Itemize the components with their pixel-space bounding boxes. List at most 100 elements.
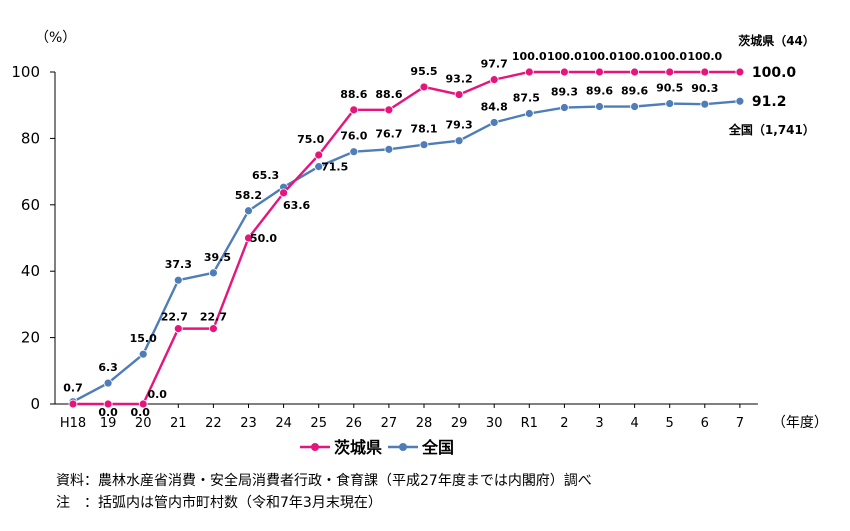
x-tick-label: 4 xyxy=(630,416,638,431)
data-point xyxy=(244,206,253,216)
x-tick-label: 3 xyxy=(595,416,603,431)
x-tick-label: 29 xyxy=(451,416,468,431)
data-point xyxy=(665,99,675,108)
data-point xyxy=(735,67,745,77)
y-tick-label: 0 xyxy=(30,395,40,413)
data-label: 88.6 xyxy=(375,88,402,101)
data-label: 90.3 xyxy=(691,82,718,95)
data-label: 100.0 xyxy=(512,50,547,63)
data-label: 78.1 xyxy=(410,123,437,136)
data-label: 100.0 xyxy=(547,50,582,63)
data-point xyxy=(349,105,359,115)
x-tick-label: 23 xyxy=(240,416,257,431)
x-tick-label: 27 xyxy=(381,416,398,431)
x-unit-label: （年度） xyxy=(772,415,828,431)
data-point xyxy=(595,67,604,77)
x-tick-label: 7 xyxy=(736,416,744,431)
data-point xyxy=(524,109,534,118)
series-line-1 xyxy=(72,100,741,403)
data-label: 93.2 xyxy=(446,73,473,86)
data-point xyxy=(138,399,148,409)
data-point xyxy=(595,102,604,111)
data-label: 89.3 xyxy=(551,86,578,99)
data-point xyxy=(560,103,569,112)
data-label: 88.6 xyxy=(340,88,367,101)
data-point xyxy=(68,399,78,409)
legend-label: 茨城県 xyxy=(334,438,382,457)
data-point xyxy=(700,67,710,77)
data-label: 71.5 xyxy=(321,161,348,174)
data-point xyxy=(173,324,183,334)
data-point xyxy=(349,147,359,157)
data-label: 89.6 xyxy=(586,85,613,98)
x-tick-label: H18 xyxy=(60,416,86,431)
data-label: 22.7 xyxy=(161,311,188,324)
data-point xyxy=(384,144,394,154)
data-label: 76.7 xyxy=(375,127,402,140)
y-tick-label: 100 xyxy=(11,63,40,81)
y-tick-label: 60 xyxy=(21,196,40,214)
series-line-0 xyxy=(73,70,740,406)
series-note-label: 茨城県（44） xyxy=(738,33,815,48)
data-point xyxy=(314,162,324,172)
data-label: 6.3 xyxy=(98,361,118,374)
remark-note: 注 ：括弧内は管内市町村数（令和7年3月末現在） xyxy=(56,495,382,511)
data-point xyxy=(419,140,429,150)
data-point xyxy=(454,90,464,99)
y-unit-label: （%） xyxy=(35,30,76,46)
data-point xyxy=(560,67,569,77)
x-tick-label: 28 xyxy=(416,416,433,431)
x-tick-label: 21 xyxy=(170,416,187,431)
x-tick-label: 22 xyxy=(205,416,222,431)
x-tick-label: 2 xyxy=(560,416,568,431)
data-point xyxy=(419,82,429,92)
data-point xyxy=(524,67,534,77)
x-tick-label: 24 xyxy=(275,416,292,431)
data-label: 95.5 xyxy=(410,65,437,78)
y-tick-label: 80 xyxy=(21,129,40,147)
data-label: 87.5 xyxy=(513,92,540,105)
series-note-label: 全国（1,741） xyxy=(728,122,815,137)
x-tick-label: 5 xyxy=(666,416,674,431)
data-point xyxy=(454,136,464,146)
data-point xyxy=(489,75,499,85)
data-label: 37.3 xyxy=(165,258,192,271)
data-point xyxy=(208,324,218,334)
legend-swatch-marker xyxy=(311,443,319,451)
data-point xyxy=(244,233,253,243)
data-point xyxy=(700,99,710,109)
data-point xyxy=(630,67,639,77)
data-label: 84.8 xyxy=(481,100,508,113)
data-label: 50.0 xyxy=(250,232,277,245)
data-label: 22.7 xyxy=(200,311,227,324)
x-tick-label: 19 xyxy=(100,416,117,431)
data-label: 0.7 xyxy=(63,382,83,395)
x-tick-label: 25 xyxy=(310,416,327,431)
legend-swatch-marker xyxy=(399,443,407,451)
x-tick-label: 6 xyxy=(701,416,709,431)
data-point xyxy=(665,67,675,77)
data-point xyxy=(384,105,394,115)
data-label: 76.0 xyxy=(340,130,367,143)
data-point xyxy=(103,399,113,409)
data-label: 100.0 xyxy=(617,50,652,63)
data-label: 75.0 xyxy=(297,133,324,146)
data-label: 89.6 xyxy=(621,85,648,98)
data-point xyxy=(630,102,639,111)
data-label: 63.6 xyxy=(283,199,310,212)
source-note: 資料：農林水産省消費・安全局消費者行政・食育課（平成27年度までは内閣府）調べ xyxy=(56,473,592,489)
end-value-label: 100.0 xyxy=(752,65,797,81)
data-label: 0.0 xyxy=(98,406,118,419)
x-tick-label: 30 xyxy=(486,416,503,431)
data-label: 90.5 xyxy=(656,82,683,95)
y-tick-label: 20 xyxy=(21,329,40,347)
data-label: 65.3 xyxy=(252,169,279,182)
data-label: 58.2 xyxy=(235,189,262,202)
x-tick-label: R1 xyxy=(521,416,538,431)
data-point xyxy=(103,378,113,388)
data-label: 39.5 xyxy=(204,251,231,264)
data-label: 0.0 xyxy=(130,406,150,419)
data-label: 79.3 xyxy=(446,119,473,132)
